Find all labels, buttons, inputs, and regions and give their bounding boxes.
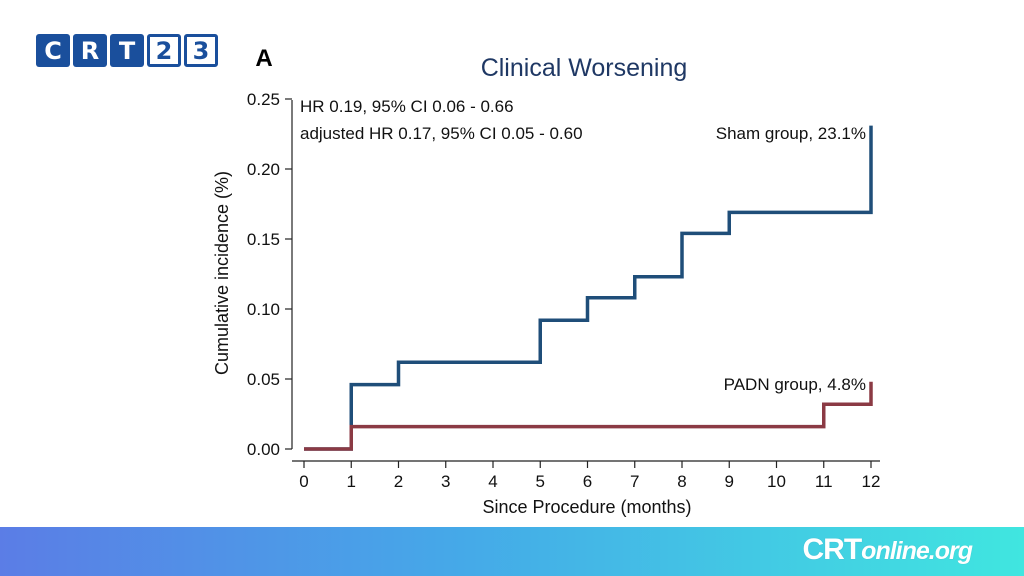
x-axis-label: Since Procedure (months) [482,497,691,517]
y-tick-label: 0.20 [247,160,280,179]
x-tick-label: 3 [441,472,450,491]
x-tick-label: 10 [767,472,786,491]
x-tick-label: 11 [815,472,833,491]
y-tick-label: 0.05 [247,370,280,389]
sham-series-label: Sham group, 23.1% [716,124,866,143]
logo-letter-t: T [110,34,144,67]
panel-label: A [255,45,272,72]
padn-series-label: PADN group, 4.8% [724,375,866,394]
logo-letter-c: C [36,34,70,67]
x-tick-label: 2 [394,472,403,491]
series-lines [304,125,873,451]
x-tick-label: 9 [725,472,734,491]
footer-band: CRTonline.org [0,527,1024,576]
x-tick-label: 1 [347,472,356,491]
logo-letter-r: R [73,34,107,67]
x-tick-label: 6 [583,472,592,491]
x-tick-label: 12 [862,472,881,491]
crtonline-brand[interactable]: CRTonline.org [802,533,973,567]
x-tick-label: 4 [488,472,497,491]
x-tick-label: 8 [677,472,686,491]
y-tick-label: 0.25 [247,90,280,109]
brand-prefix: CRT [802,533,863,566]
sham-group-step-line [304,125,873,451]
x-tick-label: 7 [630,472,639,491]
logo-digit-3: 3 [184,34,218,67]
y-axis-label: Cumulative incidence (%) [212,171,232,375]
brand-domain: online.org [861,537,973,565]
padn-group-step-line [304,381,873,451]
y-tick-label: 0.00 [247,440,280,459]
clinical-worsening-chart: A Clinical Worsening Cumulative incidenc… [212,45,880,517]
y-tick-label: 0.15 [247,230,280,249]
y-tick-label: 0.10 [247,300,280,319]
adjusted-hr-annotation: adjusted HR 0.17, 95% CI 0.05 - 0.60 [300,124,583,143]
y-ticks: 0.00 0.05 0.10 0.15 0.20 0.25 [247,90,292,459]
x-tick-label: 5 [536,472,545,491]
chart-title: Clinical Worsening [481,54,688,82]
x-tick-label: 0 [299,472,308,491]
logo-digit-2: 2 [147,34,181,67]
hr-annotation: HR 0.19, 95% CI 0.06 - 0.66 [300,97,514,116]
x-ticks: 0 1 2 3 4 5 6 7 8 9 10 11 12 [299,461,880,491]
crt23-logo: C R T 2 3 [36,34,218,67]
